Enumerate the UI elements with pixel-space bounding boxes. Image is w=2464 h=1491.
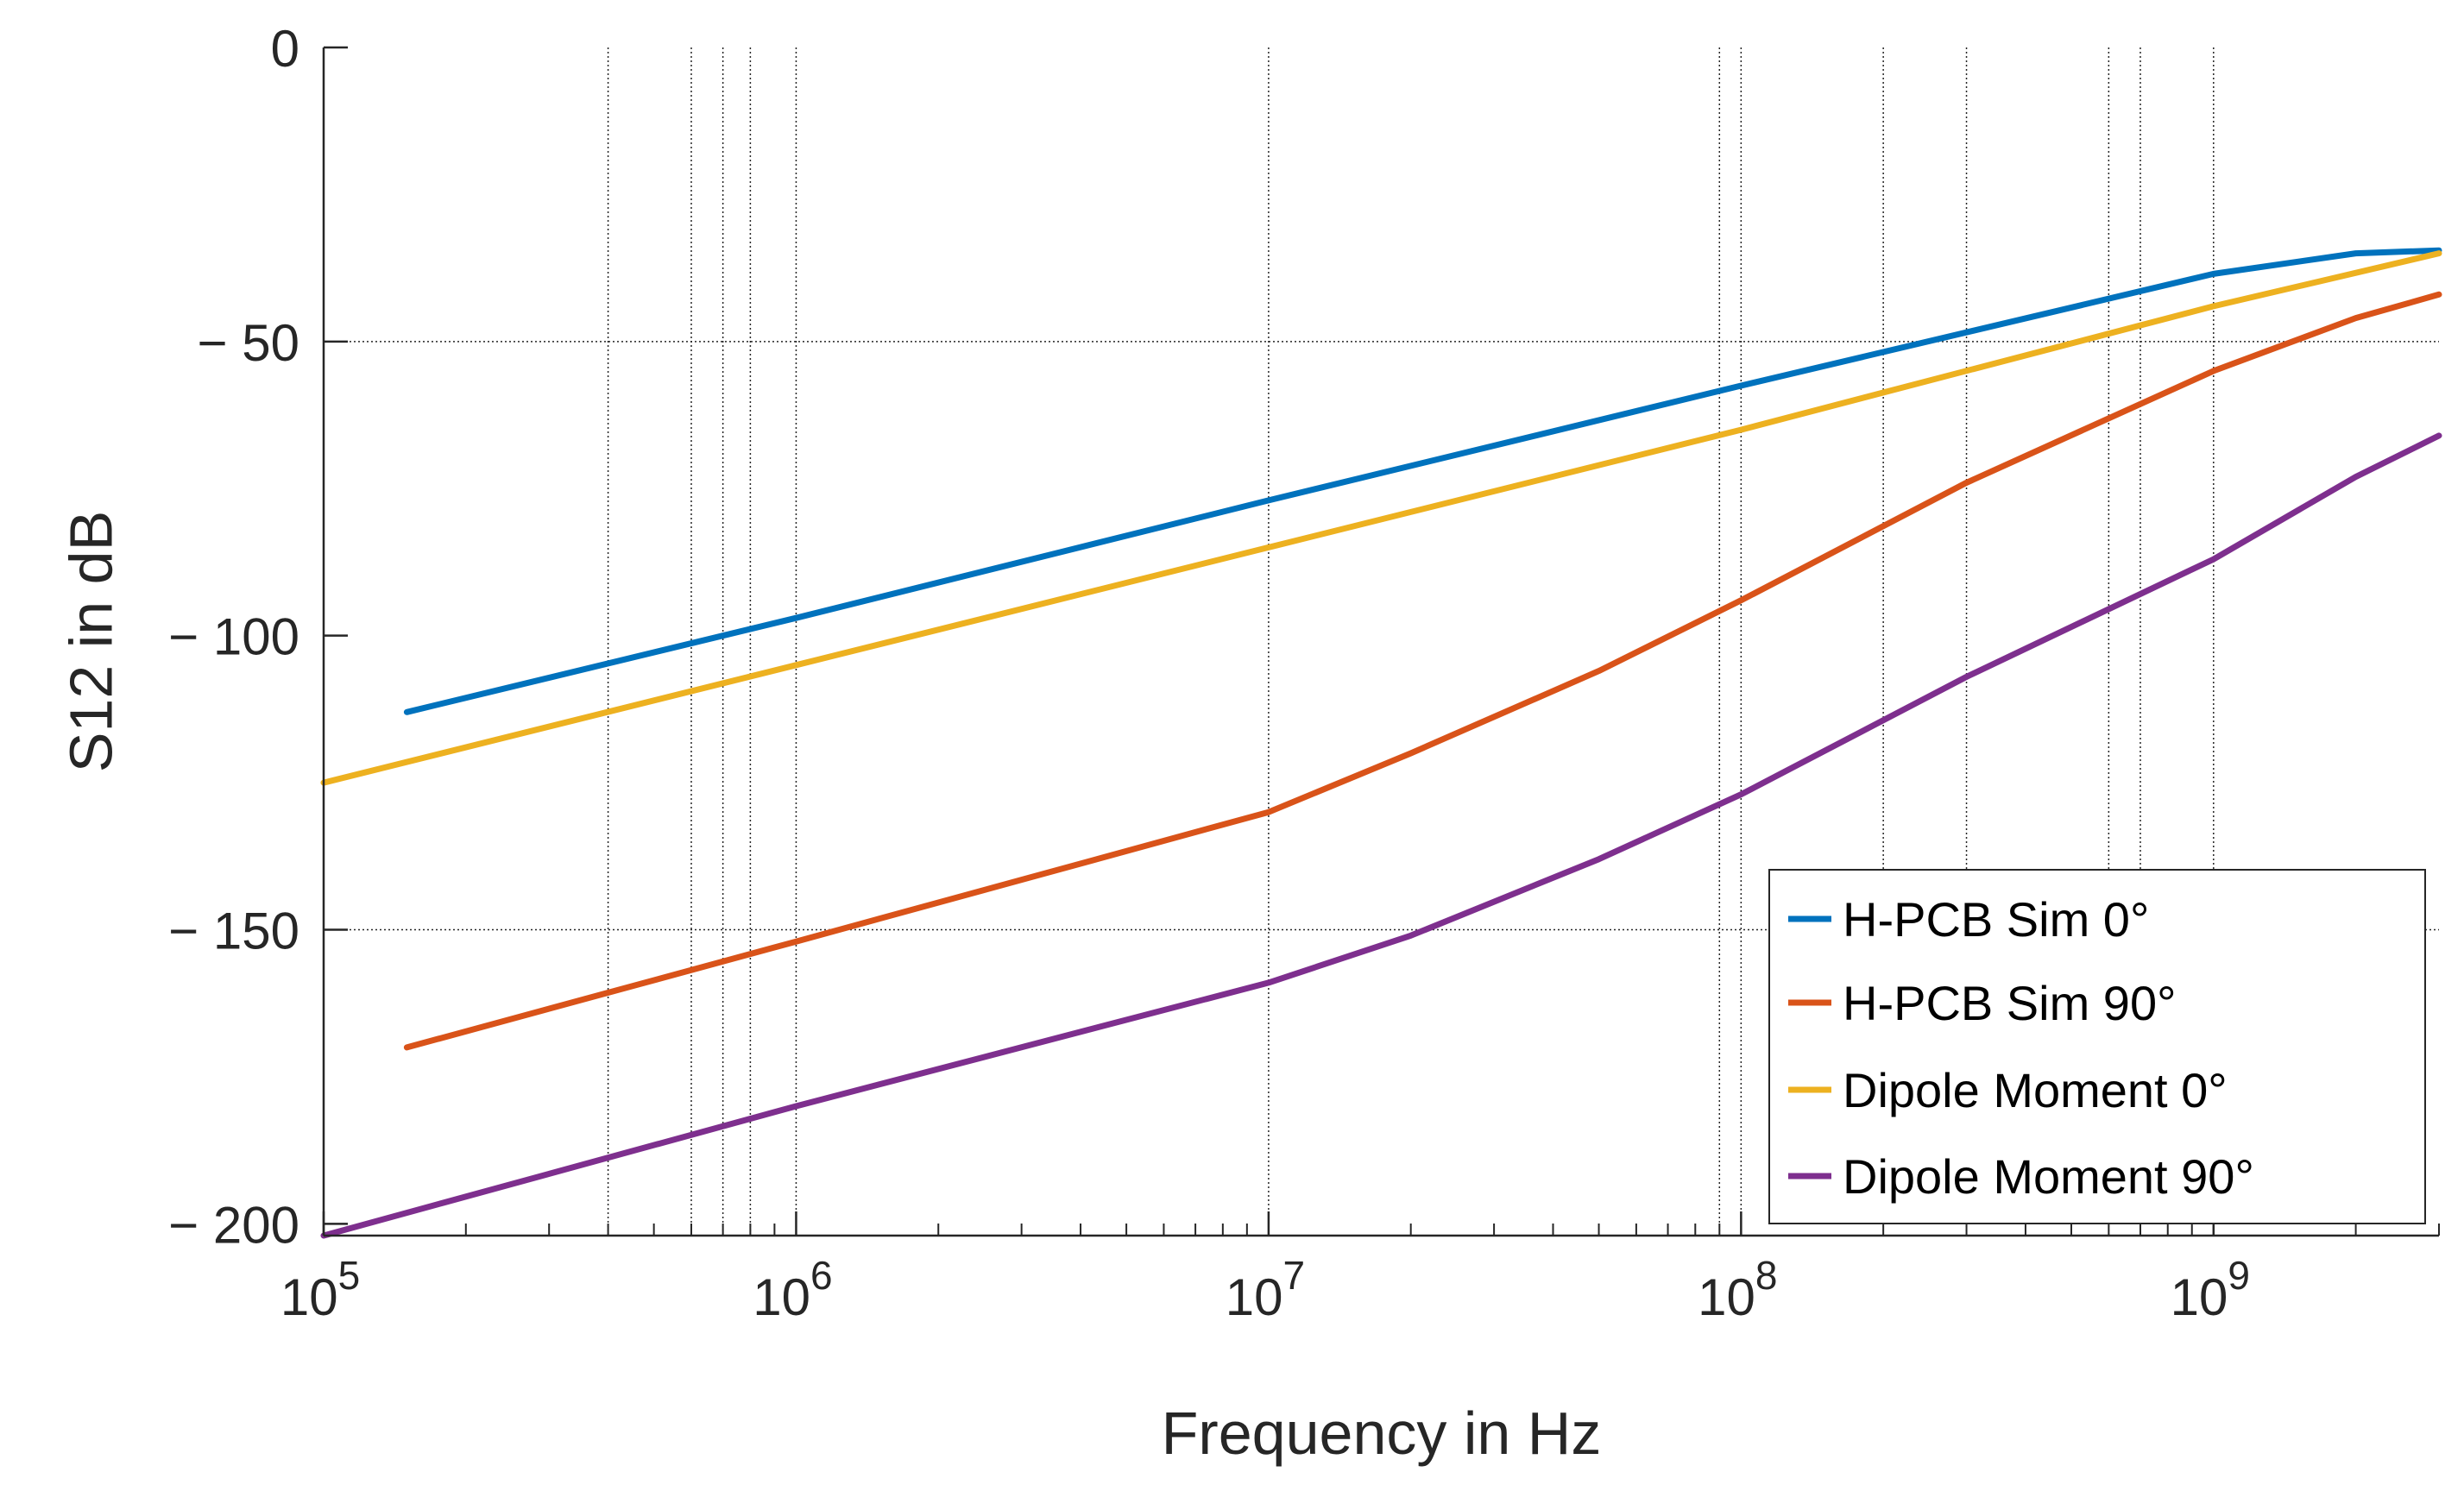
y-axis-label: S12 in dB xyxy=(58,511,125,773)
x-tick-label-3: 108 xyxy=(1698,1253,1777,1326)
y-tick-label-2: − 100 xyxy=(168,608,299,666)
series-line-2 xyxy=(320,250,2442,786)
series-line-3 xyxy=(320,432,2442,1239)
legend-label-dipole-0: Dipole Moment 0° xyxy=(1843,1063,2228,1117)
legend-label-hpcb-0: H-PCB Sim 0° xyxy=(1843,892,2149,947)
legend-label-dipole-90: Dipole Moment 90° xyxy=(1843,1149,2254,1204)
axes xyxy=(322,46,2440,1237)
x-tick-label-4: 109 xyxy=(2171,1253,2250,1326)
y-tick-label-4: − 200 xyxy=(168,1196,299,1254)
series-layer xyxy=(320,247,2442,1239)
legend-box xyxy=(1768,869,2426,1224)
x-tick-label-0: 105 xyxy=(280,1253,360,1326)
series-line-0 xyxy=(403,247,2442,715)
x-axis-label: Frequency in Hz xyxy=(1162,1400,1602,1467)
y-tick-label-1: − 50 xyxy=(198,314,299,372)
y-tick-label-0: 0 xyxy=(271,20,299,78)
x-tick-label-2: 107 xyxy=(1226,1253,1305,1326)
series-line-1 xyxy=(403,291,2442,1051)
x-tick-label-1: 106 xyxy=(753,1253,832,1326)
y-tick-label-3: − 150 xyxy=(168,903,299,960)
legend: H-PCB Sim 0° H-PCB Sim 90° Dipole Moment… xyxy=(1768,869,2426,1224)
legend-label-hpcb-90: H-PCB Sim 90° xyxy=(1843,976,2176,1030)
grid-lines xyxy=(324,47,2439,1236)
